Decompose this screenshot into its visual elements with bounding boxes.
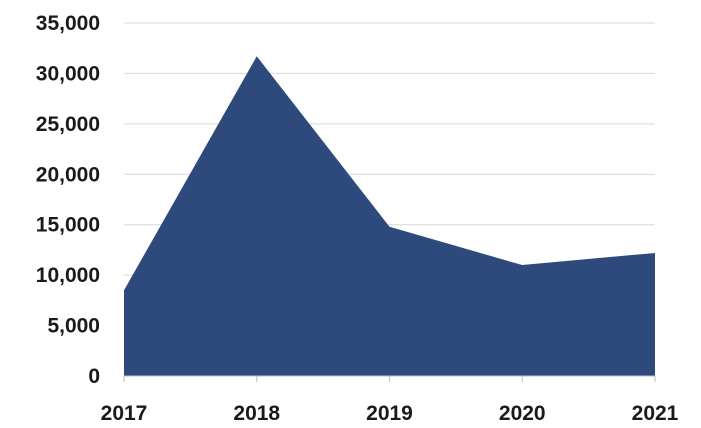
y-tick-label: 35,000 bbox=[36, 12, 100, 35]
area-fill bbox=[124, 56, 655, 376]
x-axis-tick-labels: 2017 2018 2019 2020 2021 bbox=[101, 402, 679, 425]
area-series bbox=[124, 56, 655, 376]
axes bbox=[123, 375, 656, 382]
y-tick-label: 10,000 bbox=[36, 264, 100, 287]
y-tick-label: 5,000 bbox=[47, 315, 100, 338]
y-tick-label: 30,000 bbox=[36, 62, 100, 85]
x-tick-label: 2018 bbox=[233, 402, 280, 425]
y-tick-label: 0 bbox=[88, 365, 100, 388]
y-tick-label: 20,000 bbox=[36, 163, 100, 186]
x-tick-label: 2017 bbox=[101, 402, 148, 425]
x-tick-label: 2021 bbox=[632, 402, 679, 425]
x-tick-label: 2019 bbox=[366, 402, 413, 425]
y-tick-label: 15,000 bbox=[36, 214, 100, 237]
x-tick-label: 2020 bbox=[499, 402, 546, 425]
y-axis-tick-labels: 0 5,000 10,000 15,000 20,000 25,000 30,000 35,0… bbox=[36, 12, 100, 388]
y-tick-label: 25,000 bbox=[36, 113, 100, 136]
